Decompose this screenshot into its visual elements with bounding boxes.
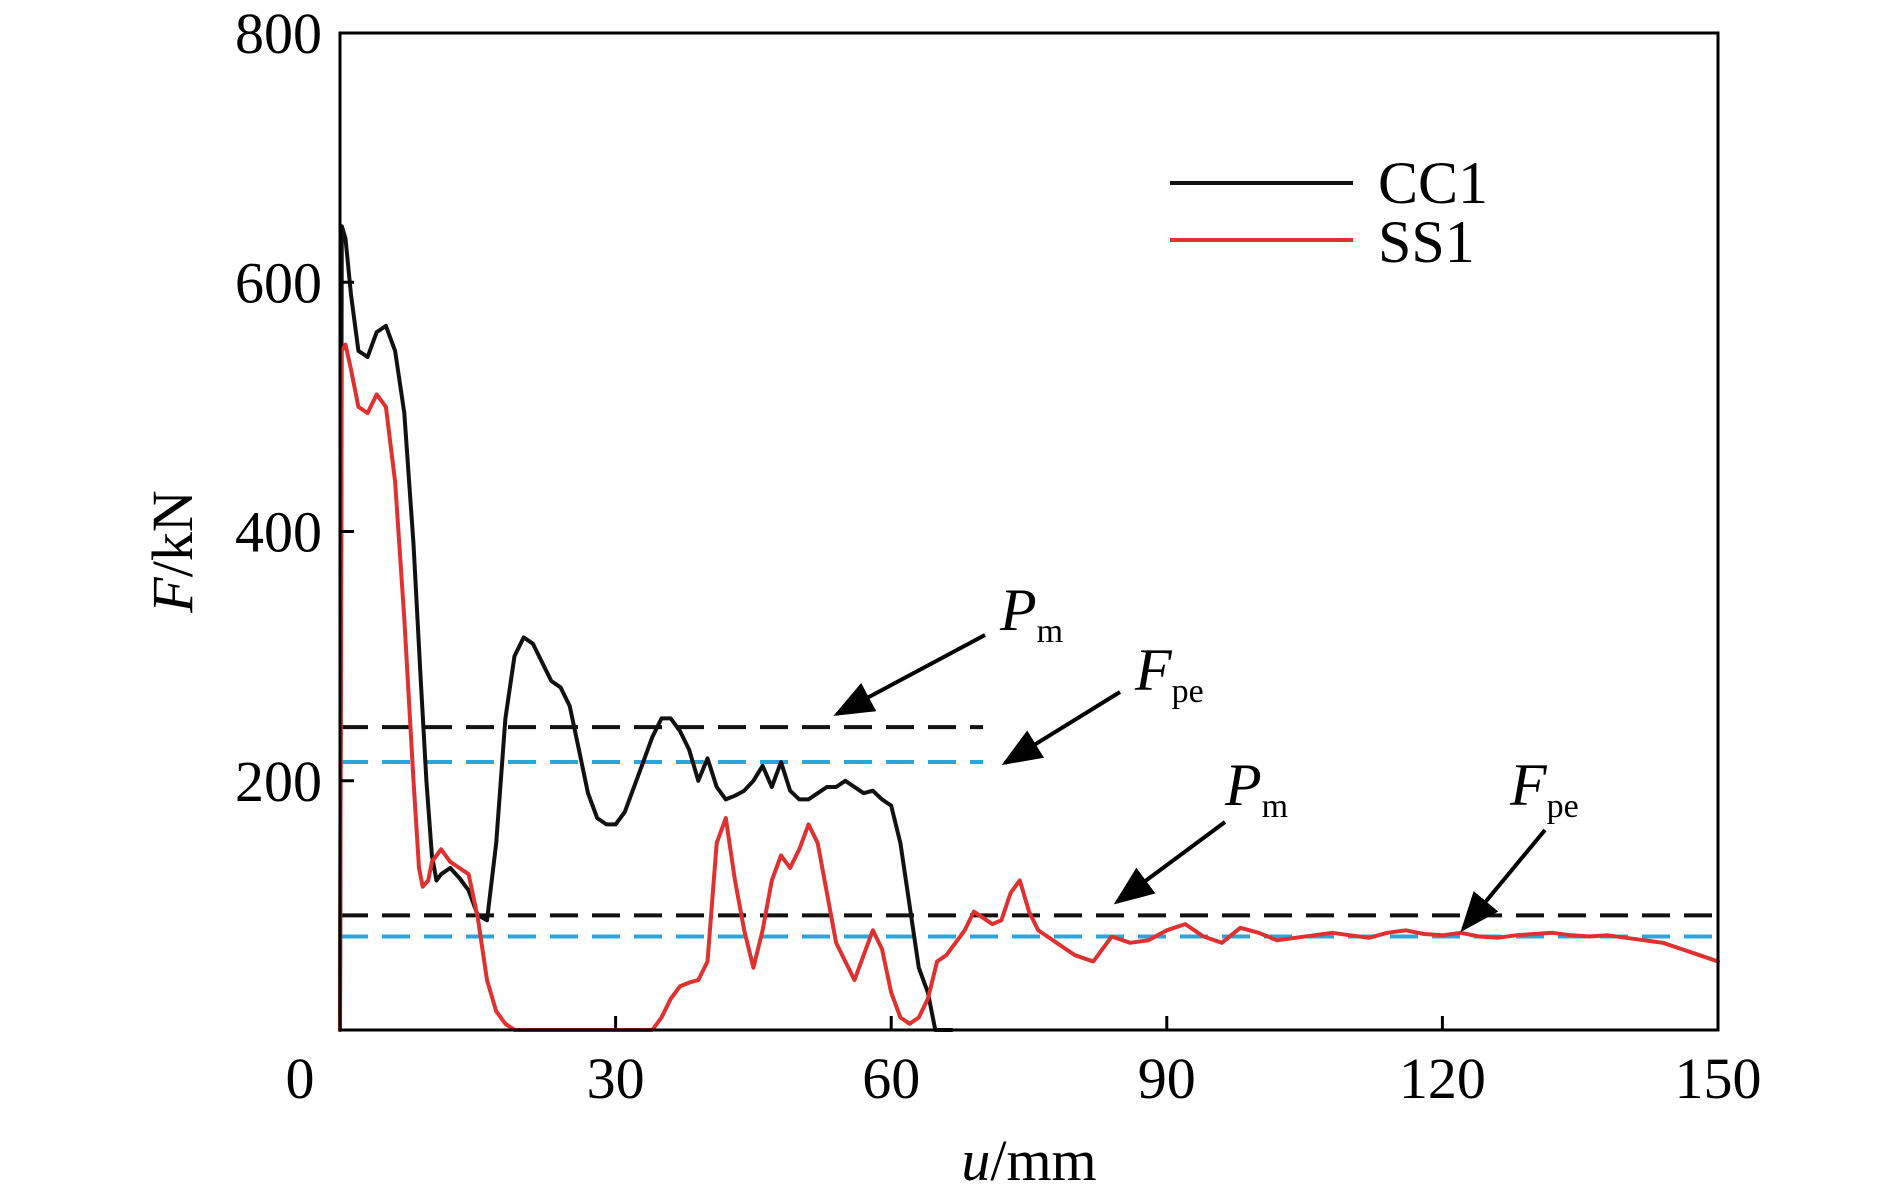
x-axis-variable: u [961, 1128, 990, 1193]
annotation-arrow [1460, 828, 1547, 933]
annotation-fpe-cc1: Fpe [1001, 637, 1204, 766]
annotation-label: Pm [1224, 752, 1288, 825]
legend: CC1 SS1 [1170, 150, 1488, 275]
x-tick-label: 120 [1399, 1046, 1486, 1111]
y-axis-ticks: 200 400 600 800 [235, 1, 354, 814]
x-axis-ticks: 0 30 60 90 120 150 [286, 1016, 1762, 1111]
x-tick-label: 90 [1138, 1046, 1196, 1111]
annotation-pm-ss1: Pm [1113, 752, 1288, 905]
y-axis-title: F/kN [140, 490, 205, 613]
y-axis-variable: F [140, 577, 205, 614]
x-axis-unit: /mm [990, 1128, 1096, 1193]
x-tick-label: 0 [286, 1046, 315, 1111]
y-tick-label: 200 [235, 749, 322, 814]
annotation-sub: pe [1172, 673, 1204, 710]
annotation-sub: pe [1547, 788, 1579, 825]
series-line-ss1 [338, 342, 1720, 1032]
legend-label-cc1: CC1 [1378, 150, 1488, 216]
x-axis-title: u/mm [961, 1128, 1096, 1193]
annotation-main: F [1134, 637, 1173, 703]
annotation-sub: m [1037, 613, 1063, 650]
annotation-arrow [1113, 820, 1227, 905]
annotation-main: P [999, 577, 1037, 643]
annotations: Pm Fpe Pm Fpe [833, 577, 1579, 933]
y-axis-unit: /kN [140, 490, 205, 577]
annotation-label: Fpe [1509, 752, 1579, 825]
annotation-pm-cc1: Pm [833, 577, 1063, 716]
annotation-label: Pm [999, 577, 1063, 650]
y-tick-label: 400 [235, 500, 322, 565]
y-tick-label: 600 [235, 250, 322, 315]
annotation-fpe-ss1: Fpe [1460, 752, 1579, 933]
y-tick-label: 800 [235, 1, 322, 66]
annotation-arrow [1001, 690, 1122, 766]
annotation-label: Fpe [1134, 637, 1204, 710]
annotation-main: P [1224, 752, 1262, 818]
legend-label-ss1: SS1 [1378, 209, 1475, 275]
annotation-main: F [1509, 752, 1548, 818]
x-tick-label: 150 [1675, 1046, 1762, 1111]
plot-frame [338, 31, 1720, 1032]
annotation-arrow [833, 633, 986, 716]
x-tick-label: 30 [587, 1046, 645, 1111]
x-tick-label: 60 [862, 1046, 920, 1111]
series-line-cc1 [338, 224, 954, 1032]
annotation-sub: m [1262, 788, 1288, 825]
